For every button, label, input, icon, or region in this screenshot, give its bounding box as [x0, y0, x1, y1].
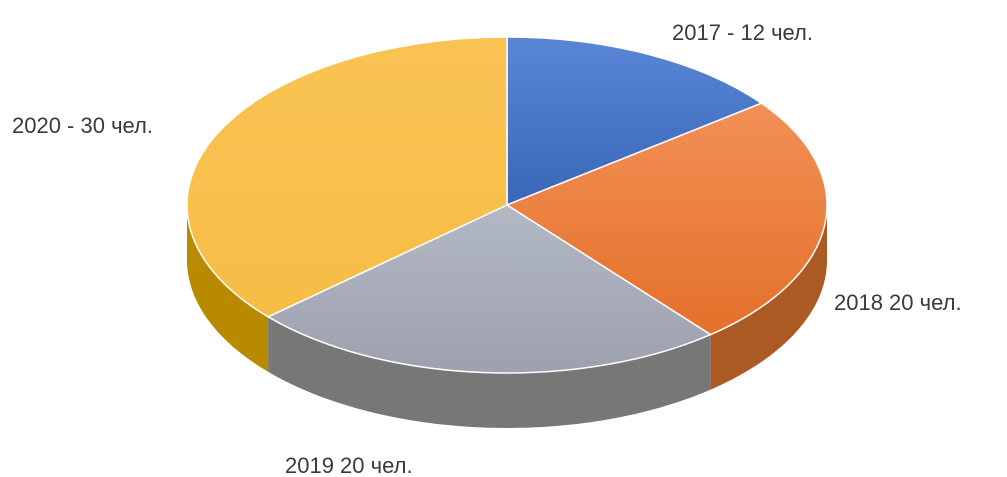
- pie-sides: [187, 207, 827, 428]
- slice-2019-side: [268, 316, 711, 428]
- slice-2020: [186, 36, 508, 318]
- slice-2019: [267, 204, 712, 374]
- pie-top-faces: [186, 36, 828, 374]
- slice-label-2017: 2017 - 12 чел.: [672, 20, 813, 45]
- slice-2018-side: [710, 207, 827, 390]
- slice-2018: [506, 102, 828, 336]
- slice-label-2018: 2018 20 чел.: [834, 290, 962, 315]
- slice-2020-side: [187, 207, 269, 372]
- slice-label-2019: 2019 20 чел.: [285, 453, 413, 477]
- slice-label-2020: 2020 - 30 чел.: [12, 113, 153, 138]
- slice-2017: [506, 36, 763, 206]
